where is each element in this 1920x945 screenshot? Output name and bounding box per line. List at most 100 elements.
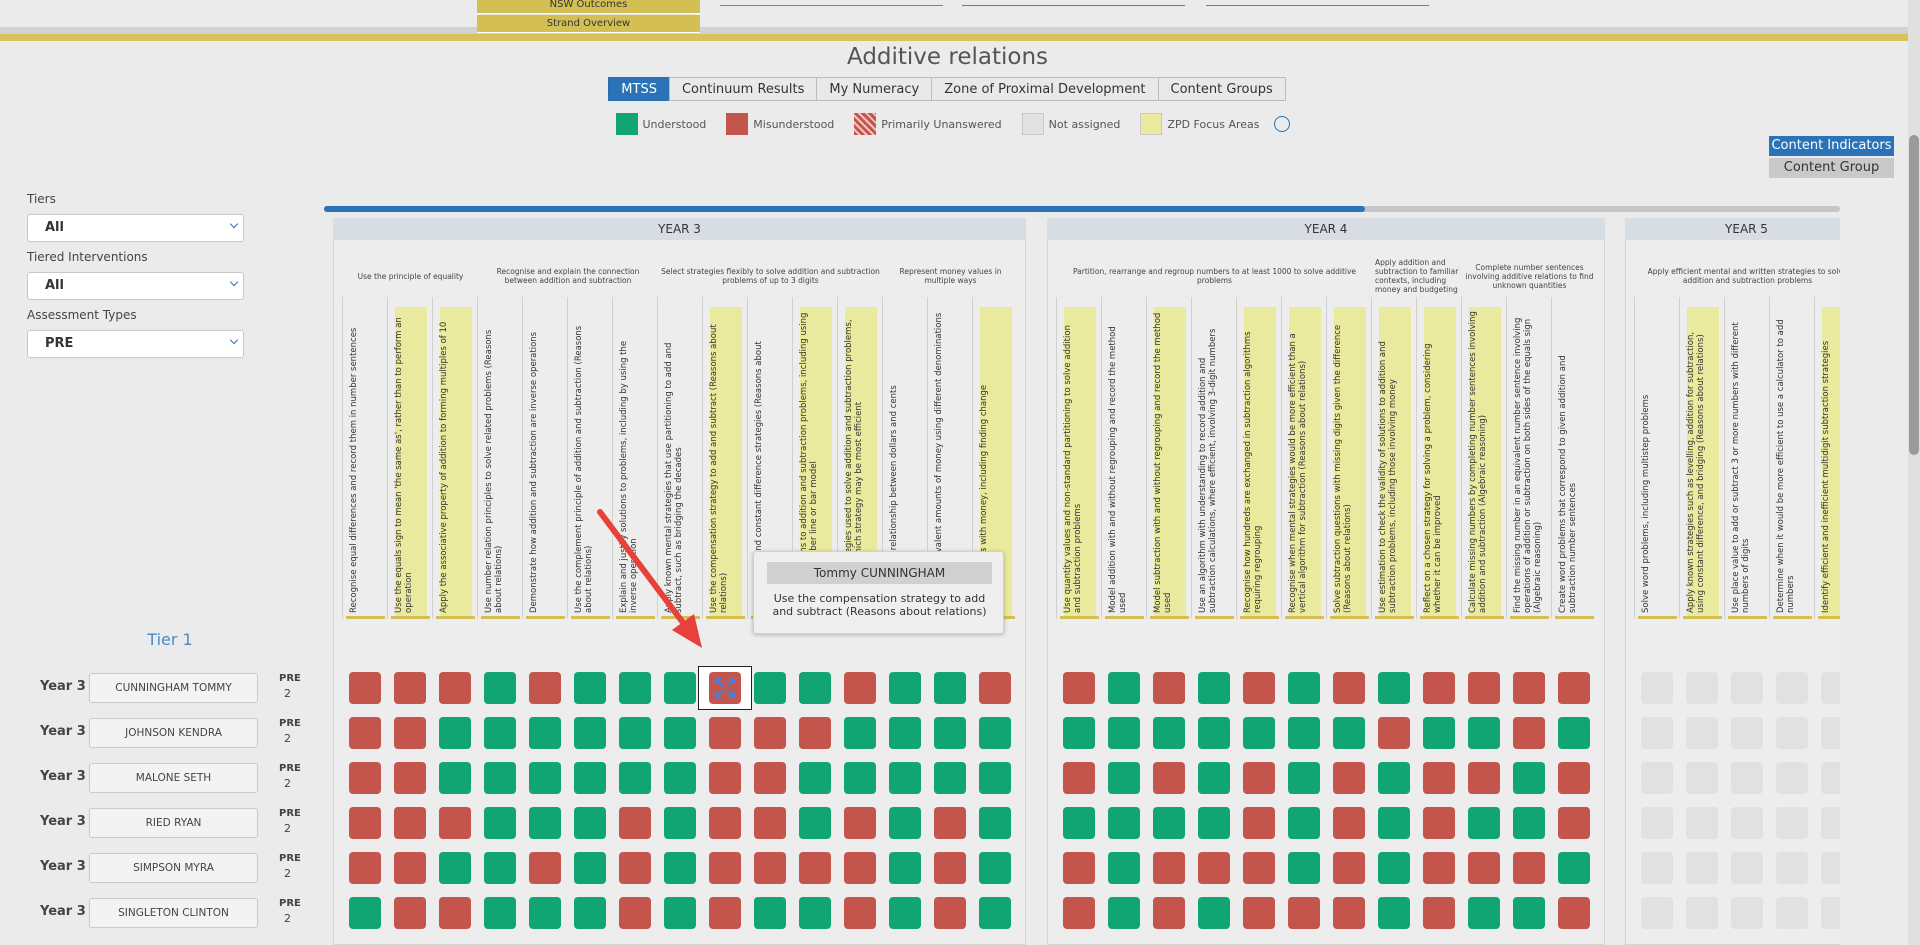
result-cell[interactable] (1512, 897, 1545, 929)
result-cell[interactable] (1512, 762, 1545, 794)
result-cell[interactable] (708, 717, 741, 749)
result-cell[interactable] (1467, 717, 1500, 749)
result-cell[interactable] (528, 807, 561, 839)
result-cell[interactable] (1377, 852, 1410, 884)
student-name[interactable]: SIMPSON MYRA (89, 853, 258, 883)
result-cell[interactable] (843, 852, 876, 884)
result-cell[interactable] (933, 852, 966, 884)
result-cell[interactable] (978, 897, 1011, 929)
result-cell[interactable] (1775, 897, 1808, 929)
result-cell[interactable] (1557, 852, 1590, 884)
result-cell[interactable] (1242, 897, 1275, 929)
result-cell[interactable] (753, 717, 786, 749)
result-cell[interactable] (1287, 717, 1320, 749)
result-cell[interactable] (1775, 762, 1808, 794)
info-icon[interactable] (1273, 116, 1290, 132)
tab[interactable]: Zone of Proximal Development (931, 77, 1159, 101)
result-cell[interactable] (1467, 852, 1500, 884)
result-cell[interactable] (753, 852, 786, 884)
result-cell[interactable] (978, 762, 1011, 794)
result-cell[interactable] (1197, 807, 1230, 839)
result-cell[interactable] (1197, 852, 1230, 884)
filter-select[interactable]: All (27, 214, 244, 242)
result-cell[interactable] (798, 852, 831, 884)
result-cell[interactable] (618, 717, 651, 749)
result-cell[interactable] (1062, 807, 1095, 839)
result-cell[interactable] (1422, 717, 1455, 749)
result-cell[interactable] (1820, 717, 1840, 749)
result-cell[interactable] (438, 807, 471, 839)
student-name[interactable]: SINGLETON CLINTON (89, 898, 258, 928)
result-cell[interactable] (1332, 717, 1365, 749)
result-cell[interactable] (618, 807, 651, 839)
result-cell[interactable] (1640, 762, 1673, 794)
result-cell[interactable] (1152, 852, 1185, 884)
result-cell[interactable] (483, 897, 516, 929)
result-cell[interactable] (1197, 672, 1230, 704)
result-cell[interactable] (753, 897, 786, 929)
result-cell[interactable] (753, 672, 786, 704)
result-cell[interactable] (438, 897, 471, 929)
result-cell[interactable] (708, 762, 741, 794)
result-cell[interactable] (573, 807, 606, 839)
result-cell[interactable] (1107, 672, 1140, 704)
result-cell[interactable] (1640, 672, 1673, 704)
result-cell[interactable] (618, 762, 651, 794)
result-cell[interactable] (1422, 807, 1455, 839)
tab[interactable]: Continuum Results (668, 77, 818, 101)
result-cell[interactable] (843, 807, 876, 839)
result-cell[interactable] (573, 672, 606, 704)
result-cell[interactable] (618, 897, 651, 929)
result-cell[interactable] (843, 672, 876, 704)
result-cell[interactable] (1820, 897, 1840, 929)
result-cell[interactable] (1242, 672, 1275, 704)
result-cell[interactable] (1377, 672, 1410, 704)
result-cell[interactable] (1467, 807, 1500, 839)
result-cell[interactable] (933, 897, 966, 929)
result-cell[interactable] (1730, 897, 1763, 929)
result-cell[interactable] (888, 807, 921, 839)
result-cell[interactable] (1820, 672, 1840, 704)
result-cell[interactable] (438, 852, 471, 884)
result-cell[interactable] (1422, 852, 1455, 884)
result-cell[interactable] (663, 852, 696, 884)
result-cell[interactable] (978, 852, 1011, 884)
result-cell[interactable] (1242, 807, 1275, 839)
filter-select[interactable]: All (27, 272, 244, 300)
result-cell[interactable] (393, 672, 426, 704)
result-cell[interactable] (798, 717, 831, 749)
tab[interactable]: MTSS (608, 77, 670, 101)
result-cell[interactable] (393, 717, 426, 749)
result-cell[interactable] (1557, 807, 1590, 839)
result-cell[interactable] (843, 762, 876, 794)
result-cell[interactable] (933, 807, 966, 839)
result-cell[interactable] (348, 672, 381, 704)
result-cell[interactable] (528, 897, 561, 929)
result-cell[interactable] (1557, 717, 1590, 749)
result-cell[interactable] (1332, 762, 1365, 794)
tab[interactable]: My Numeracy (816, 77, 933, 101)
result-cell[interactable] (1377, 762, 1410, 794)
filter-select[interactable]: PRE (27, 330, 244, 358)
result-cell[interactable] (1152, 807, 1185, 839)
result-cell[interactable] (1152, 762, 1185, 794)
result-cell[interactable] (663, 897, 696, 929)
result-cell[interactable] (753, 807, 786, 839)
view-toggle[interactable]: Content Group (1769, 158, 1894, 178)
result-cell[interactable] (843, 897, 876, 929)
result-cell[interactable] (618, 672, 651, 704)
result-cell[interactable] (1197, 717, 1230, 749)
result-cell[interactable] (708, 852, 741, 884)
result-cell[interactable] (1287, 762, 1320, 794)
result-cell[interactable] (1685, 807, 1718, 839)
result-cell[interactable] (1730, 807, 1763, 839)
result-cell[interactable] (1640, 897, 1673, 929)
scrollbar-thumb[interactable] (1909, 135, 1919, 455)
result-cell[interactable] (1730, 672, 1763, 704)
result-cell[interactable] (933, 762, 966, 794)
result-cell[interactable] (798, 762, 831, 794)
result-cell[interactable] (1062, 717, 1095, 749)
result-cell[interactable] (483, 807, 516, 839)
result-cell[interactable] (573, 897, 606, 929)
result-cell[interactable] (1422, 672, 1455, 704)
